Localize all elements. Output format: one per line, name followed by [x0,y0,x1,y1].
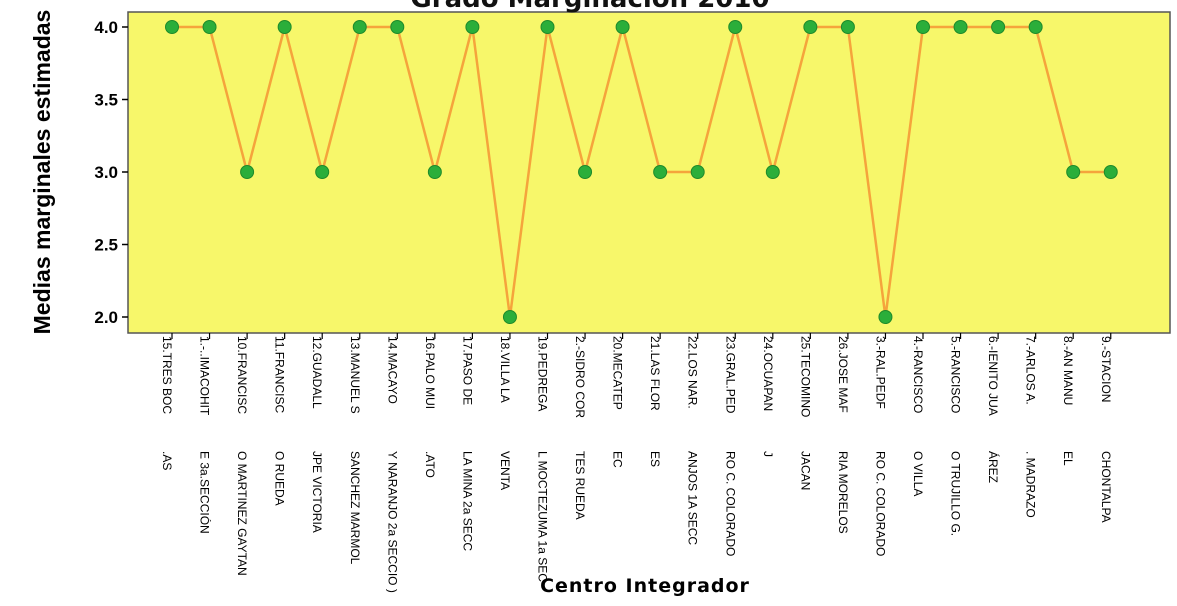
x-tick-label: 23.GRAL.PEDRO C. COLORADO [723,336,737,556]
y-axis-label: Medias marginales estimadas [29,10,55,335]
data-point [991,20,1006,34]
x-tick-label: 26.JOSE MAFRIA MORELOS [836,336,850,534]
x-tick-label: 15.TRES BOC.AS [160,336,174,470]
data-point [390,20,405,34]
data-point [615,20,630,34]
x-tick-label: 21.LAS FLORES [648,336,662,467]
data-point [728,20,743,34]
data-point [165,20,179,34]
y-tick-label: 3.5 [94,91,118,110]
data-point [690,165,705,179]
y-tick-label: 4.0 [94,18,118,37]
x-tick-label: 10.FRANCISCO MARTINEZ GAYTAN [235,336,249,576]
x-tick-label: 11.FRANCISCO RUEDA [273,336,287,506]
data-point [502,310,517,324]
x-tick-label: 7.-ARLOS A.. MADRAZO [1024,336,1038,518]
x-axis: 15.TRES BOC.AS 1.-..IMACOHITE 3a.SECCIÓN 1… [160,333,1113,593]
data-point [315,165,330,179]
chart-title: Grado Marginación 2010 [410,0,769,14]
data-point [427,165,442,179]
data-point [1028,20,1043,34]
data-point [1103,165,1118,179]
data-point [840,20,855,34]
x-tick-label: 5.-RANCISCOO TRUJILLO G. [949,336,963,536]
plot-area [127,11,1171,334]
data-point [240,165,255,179]
data-points-group [165,20,1118,324]
x-tick-label: 6.-IENITO JUAÁREZ [986,336,1001,483]
data-point [578,165,593,179]
x-tick-label: 8.-AN MANUEL [1061,336,1075,466]
y-axis: 2.0 2.5 3.0 3.5 4.0 [94,18,128,327]
x-tick-label: 1.-..IMACOHITE 3a.SECCIÓN [198,336,213,534]
x-tick-label: 17.PASO DELA MINA 2a SECC [460,336,474,551]
x-tick-label: 2.-SIDRO CORTES RUEDA [573,336,587,520]
data-point [277,20,292,34]
x-tick-label: 19.PEDREGAL MOCTEZUMA 1a SEC [536,336,550,582]
data-point [540,20,555,34]
x-tick-label: 4.-RANCISCOO VILLA [911,336,925,496]
data-point [765,165,780,179]
x-tick-label: 16.PALO MUI.ATO [423,336,437,478]
y-tick-label: 2.0 [94,308,118,327]
x-tick-label: 14.MACAYOY NARANJO 2a SECCIO ) [385,336,399,593]
data-point [916,20,930,34]
data-point [352,20,367,34]
x-tick-label: 9.-STACIONCHONTALPA [1099,336,1113,523]
data-point [878,310,893,324]
data-point [1066,165,1081,179]
x-tick-label: 3.-RAL.PEDFRO C. COLORADO [873,336,887,556]
data-point [202,20,217,34]
x-tick-label: 13.MANUEL SSANCHEZ MARMOL [348,336,362,565]
x-tick-label: 20.MECATEPEC [611,336,625,468]
data-point [953,20,968,34]
x-tick-label: 24.OCUAPANJ [761,336,775,457]
data-point [653,165,668,179]
data-point [465,20,480,34]
x-tick-label: 25.TECOMINOJACAN [798,336,812,490]
y-tick-label: 2.5 [94,236,118,255]
y-tick-label: 3.0 [94,163,118,182]
x-axis-label: Centro Integrador [540,575,750,597]
x-tick-label: 12.GUADALLJPE VICTORIA [310,336,324,533]
data-point [803,20,818,34]
x-tick-label: 22.LOS NAR.ANJOS 1A SECC [686,336,700,545]
x-tick-label: 18.VILLA LAVENTA [498,336,512,490]
